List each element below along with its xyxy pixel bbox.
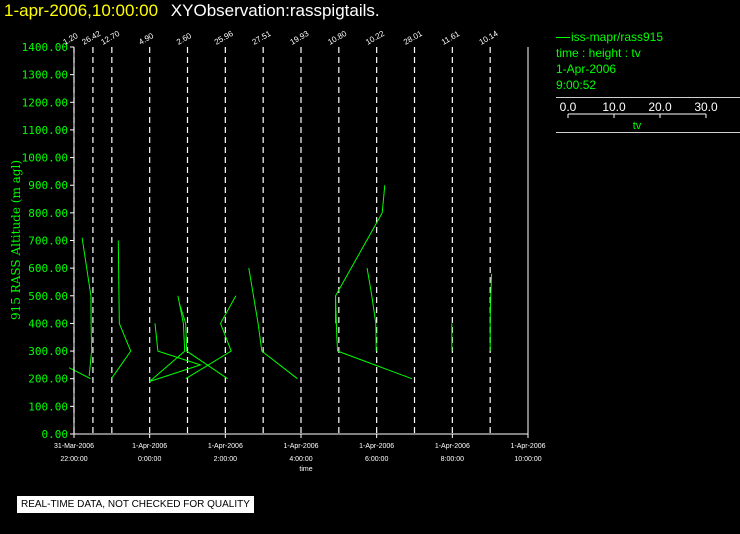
y-tick-label: 900.00 [28, 179, 68, 192]
pigtail-profile [185, 295, 237, 380]
pigtail-profile [149, 295, 186, 382]
legend-divider-top [556, 97, 740, 98]
header-date-time: 1-apr-2006,10:00:00 [4, 1, 159, 20]
x-tick-date: 1-Apr-2006 [132, 443, 167, 450]
x-tick-date: 1-Apr-2006 [359, 443, 394, 450]
pigtail-profile [366, 268, 377, 352]
pigtail-value-label: 19.93 [289, 29, 311, 47]
header-observation: XYObservation:rasspigtails. [170, 1, 380, 20]
pigtail-profile [335, 295, 413, 380]
pigtail-value-label: 10.80 [326, 29, 348, 47]
y-tick-label: 1000.00 [22, 152, 68, 165]
legend-scale-tick-label: 0.0 [560, 100, 577, 114]
pigtail-series [68, 185, 493, 382]
pigtail-profile [110, 240, 132, 379]
y-tick-label: 100.00 [28, 400, 68, 413]
x-tick-time: 0:00:00 [138, 456, 161, 463]
pigtail-value-label: 4.90 [137, 31, 155, 47]
x-tick-time: 4:00:00 [289, 456, 312, 463]
y-tick-label: 200.00 [28, 373, 68, 386]
y-axis-ticks: 0.00 100.00 200.00 300.00 400.00 500.00 600.00… [22, 41, 74, 441]
legend-scale-tick-label: 10.0 [602, 100, 626, 114]
pigtail-profile [81, 237, 93, 376]
y-tick-label: 1400.00 [22, 41, 68, 54]
legend-scale-tick-label: 20.0 [648, 100, 672, 114]
pigtail-value-label: 25.96 [213, 29, 235, 47]
legend-series-label: iss-mapr/rass915 [571, 30, 664, 44]
pigtail-profile [248, 268, 298, 380]
pigtail-profile [68, 367, 91, 380]
pigtail-profile [335, 185, 386, 324]
pigtail-value-label: 11.61 [440, 29, 462, 47]
y-tick-label: 600.00 [28, 262, 68, 275]
x-tick-date: 1-Apr-2006 [283, 443, 318, 450]
x-tick-time: 6:00:00 [365, 456, 388, 463]
x-tick-date: 31-Mar-2006 [54, 443, 94, 450]
x-tick-date: 1-Apr-2006 [208, 443, 243, 450]
y-tick-label: 300.00 [28, 345, 68, 358]
pigtail-value-label: 2.60 [175, 31, 193, 47]
x-tick-time: 22:00:00 [60, 456, 87, 463]
pigtail-value-label: 28.01 [402, 29, 424, 47]
legend-line-swatch [556, 37, 570, 39]
legend-scale-tick-label: 30.0 [694, 100, 718, 114]
legend-divider-bottom [556, 132, 740, 133]
pigtail-value-label: 10.22 [364, 29, 386, 47]
gridlines [73, 47, 529, 434]
y-tick-label: 500.00 [28, 290, 68, 303]
y-tick-label: 1300.00 [22, 69, 68, 82]
y-tick-label: 400.00 [28, 317, 68, 330]
legend-date: 1-Apr-2006 [556, 62, 617, 76]
legend-scale-label: tv [633, 120, 642, 132]
y-tick-label: 0.00 [42, 428, 69, 441]
legend-axes-label: time : height : tv [556, 46, 641, 60]
legend-scale: 0.0 10.0 20.0 30.0 tv [560, 100, 718, 132]
pigtail-profile [149, 323, 203, 382]
x-tick-time: 8:00:00 [441, 456, 464, 463]
y-tick-label: 1100.00 [22, 124, 68, 137]
pigtail-profile [489, 273, 493, 352]
x-tick-date: 1-Apr-2006 [435, 443, 470, 450]
x-axis-title: time [299, 466, 312, 473]
pigtail-value-label: 1.20 [62, 31, 80, 47]
legend-time: 9:00:52 [556, 78, 597, 92]
pigtail-value-label: 10.14 [478, 29, 500, 47]
chart-header: 1-apr-2006,10:00:00 XYObservation:rasspi… [4, 1, 380, 21]
x-tick-time: 10:00:00 [514, 456, 541, 463]
quality-notice: REAL-TIME DATA, NOT CHECKED FOR QUALITY [17, 496, 254, 513]
x-tick-date: 1-Apr-2006 [510, 443, 545, 450]
y-tick-label: 700.00 [28, 235, 68, 248]
legend-panel: iss-mapr/rass915 time : height : tv 1-Ap… [556, 29, 740, 133]
pigtail-value-label: 12.70 [99, 29, 121, 47]
y-axis-title: 915 RASS Altitude (m agl) [9, 160, 23, 320]
y-tick-label: 1200.00 [22, 96, 68, 109]
legend-series-row: iss-mapr/rass915 [556, 29, 740, 45]
pigtail-value-label: 26.42 [80, 29, 102, 47]
x-axis-ticks: 31-Mar-2006 22:00:00 1-Apr-2006 0:00:00 1-Ap… [54, 434, 546, 463]
x-tick-time: 2:00:00 [214, 456, 237, 463]
pigtail-profile [179, 303, 228, 380]
pigtail-value-label: 27.51 [251, 29, 273, 47]
y-tick-label: 800.00 [28, 207, 68, 220]
